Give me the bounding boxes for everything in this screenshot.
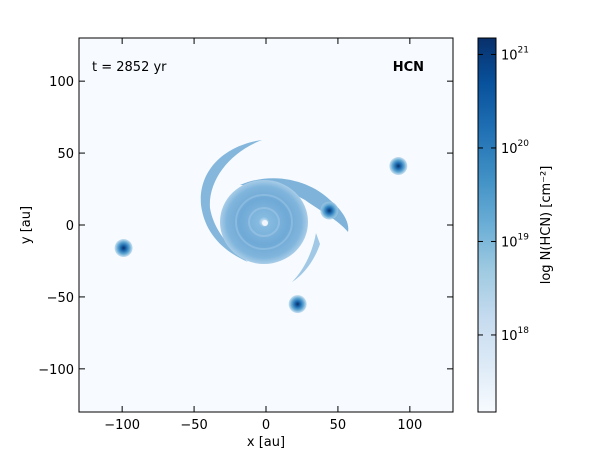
disk-ring — [235, 194, 293, 250]
colorbar-tick-label: 1021 — [501, 45, 529, 63]
x-tick-label: −50 — [180, 418, 207, 433]
x-axis-title: x [au] — [247, 435, 285, 450]
species-annotation: HCN — [393, 60, 424, 75]
disk-center — [262, 220, 268, 226]
y-tick-label: 100 — [49, 75, 74, 90]
y-tick-label: −50 — [47, 291, 74, 306]
colorbar — [477, 37, 497, 413]
colorbar-tick-label: 1019 — [501, 232, 529, 250]
y-tick-label: −100 — [38, 363, 74, 378]
x-tick-label: 0 — [262, 418, 270, 433]
x-tick-label: 100 — [397, 418, 422, 433]
y-tick-label: 50 — [57, 147, 74, 162]
clump-2 — [389, 157, 408, 176]
clump-4 — [288, 295, 307, 314]
disk-ring — [248, 207, 280, 237]
x-tick-label: 50 — [330, 418, 347, 433]
x-tick-label: −100 — [104, 418, 140, 433]
spiral-arm-outer — [200, 140, 262, 262]
colorbar-tick-label: 1020 — [501, 139, 529, 157]
y-tick-label: 0 — [66, 219, 74, 234]
colorbar-label: log N(HCN) [cm⁻²] — [539, 166, 554, 285]
clump-3 — [114, 239, 133, 258]
colorbar-tick-label: 1018 — [501, 326, 529, 344]
spiral-arm-lower — [292, 233, 320, 282]
time-annotation: t = 2852 yr — [92, 60, 167, 75]
clump-1 — [320, 201, 339, 220]
y-axis-title: y [au] — [19, 206, 34, 244]
